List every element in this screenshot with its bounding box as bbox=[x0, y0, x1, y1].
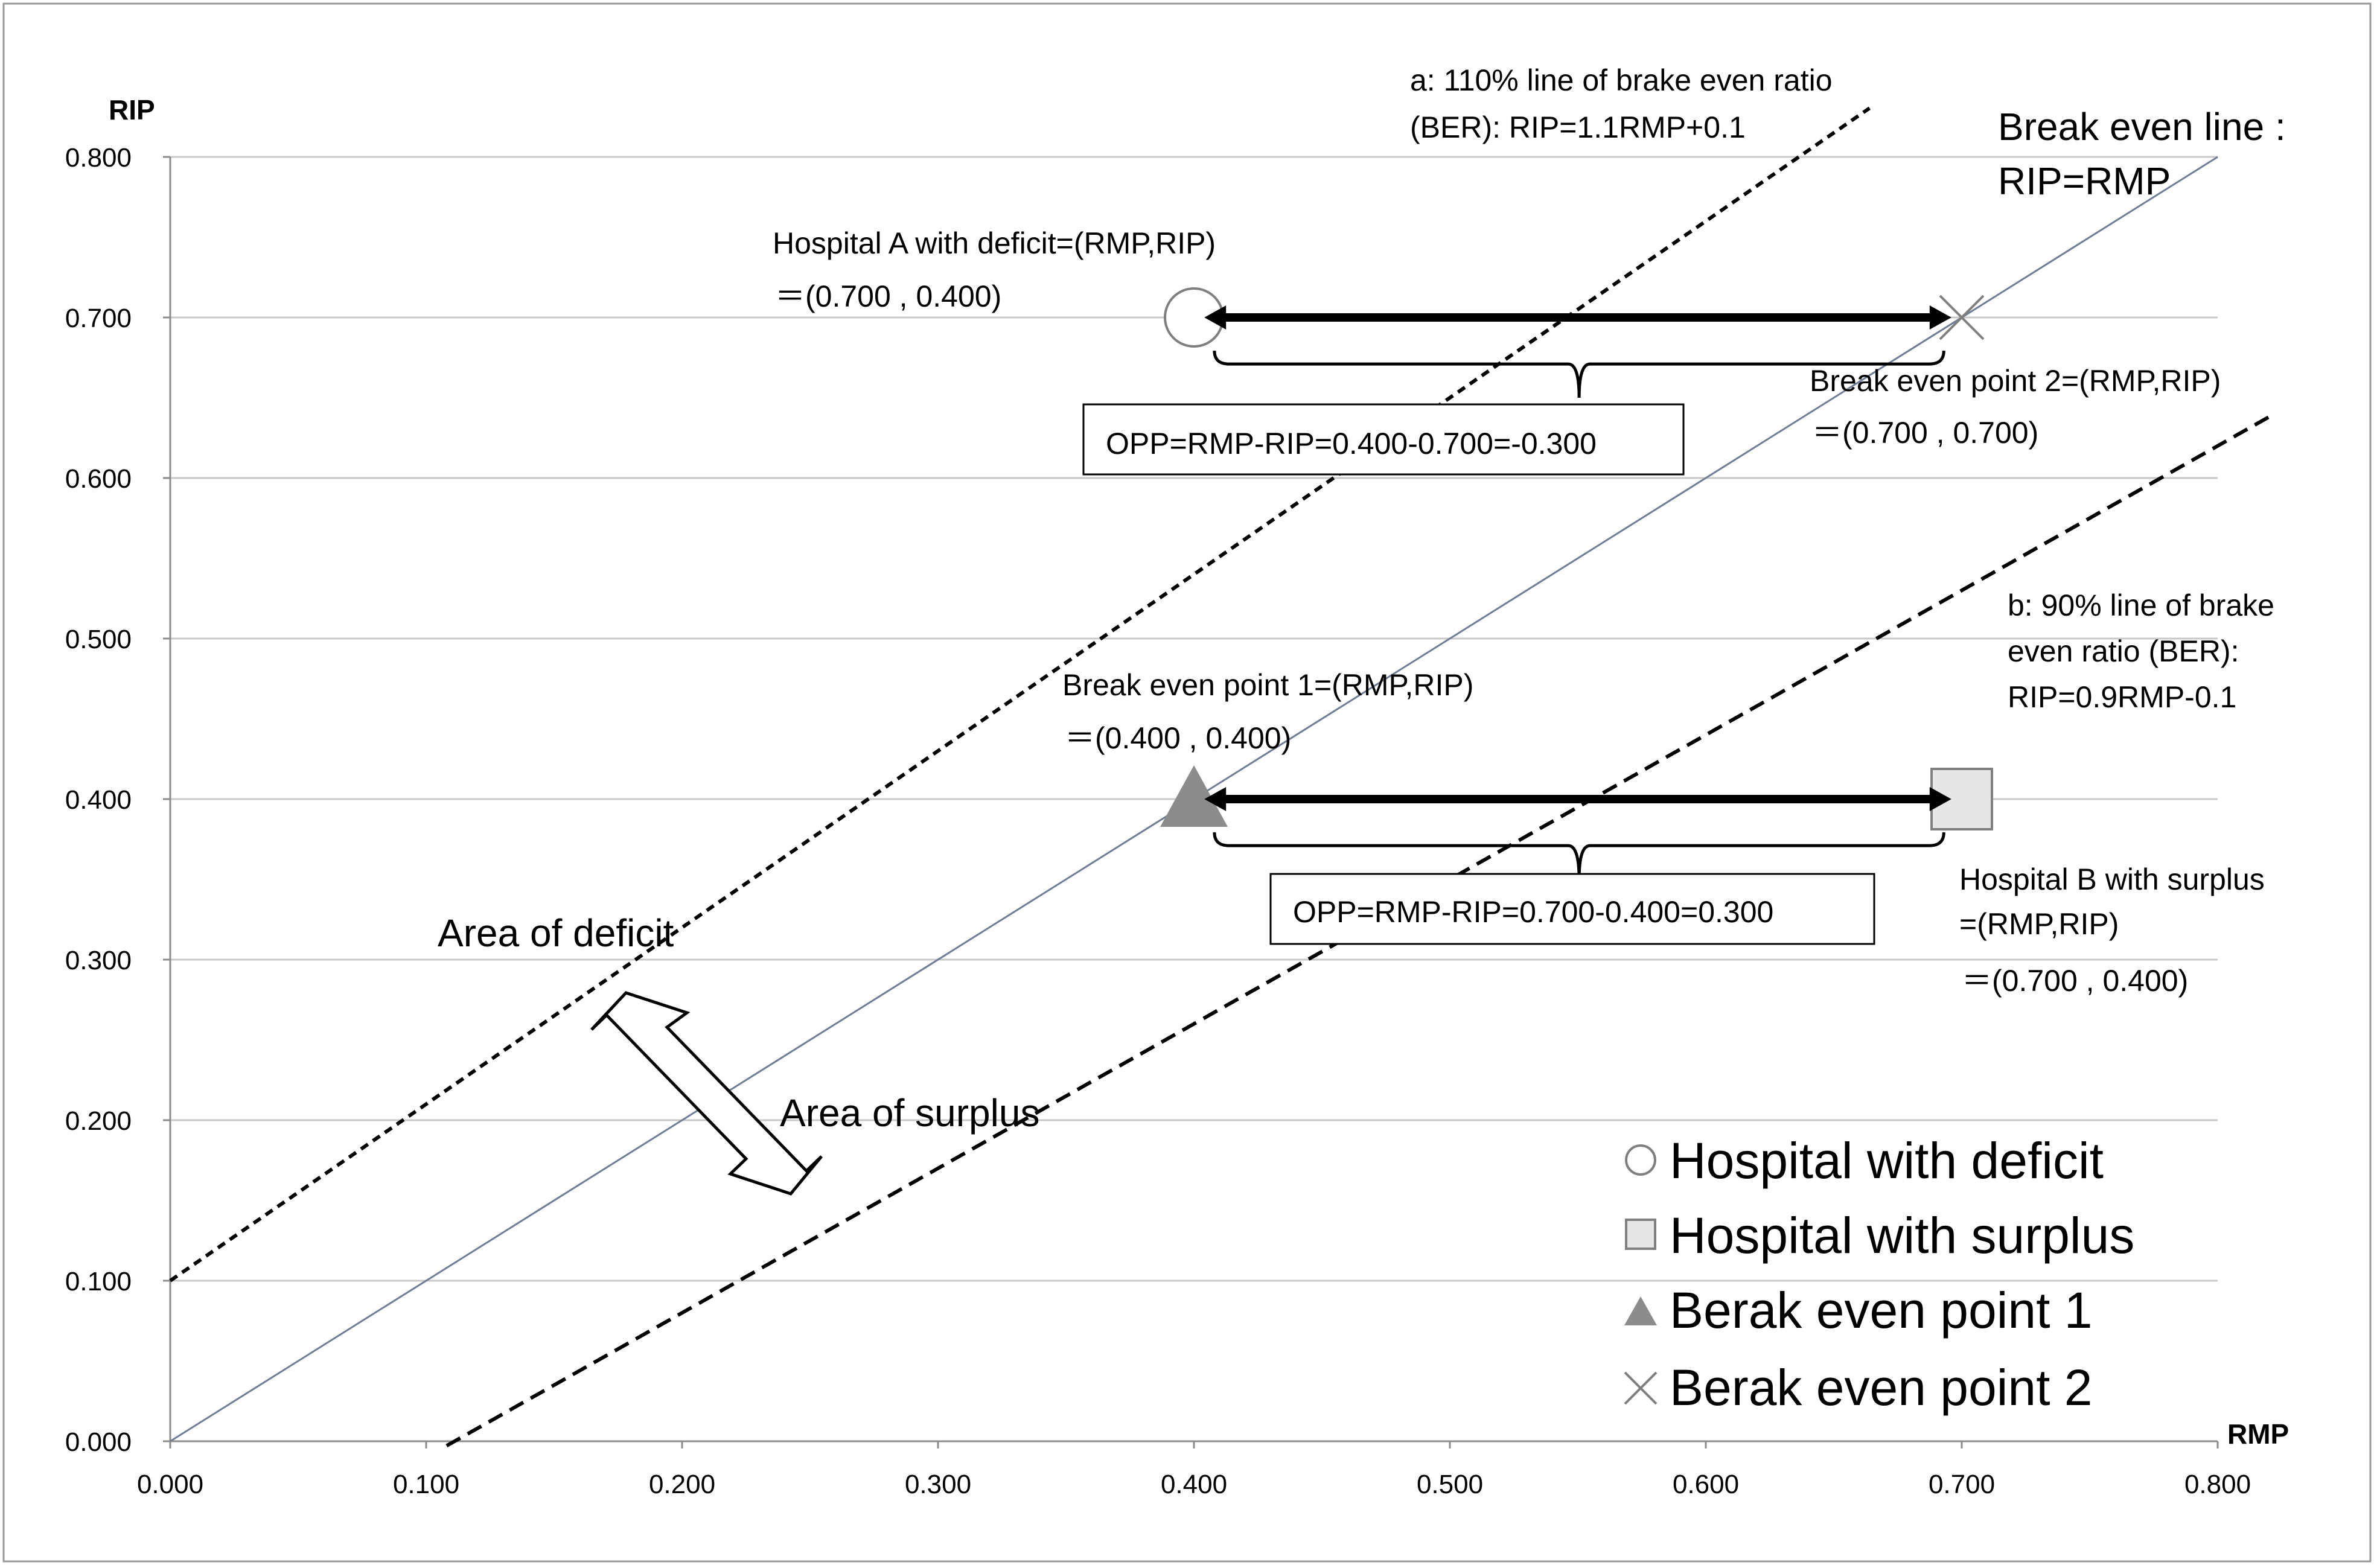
x-tick-label: 0.000 bbox=[137, 1470, 203, 1499]
x-axis-title: RMP bbox=[2227, 1418, 2289, 1450]
x-tick-label: 0.800 bbox=[2184, 1470, 2251, 1499]
cross-stroke bbox=[1939, 295, 1985, 340]
x-tick-label: 0.100 bbox=[393, 1470, 459, 1499]
area-of-deficit-label: Area of deficit bbox=[438, 911, 674, 955]
line-a-110-percent bbox=[169, 106, 1871, 1283]
break-even-point-2-cross-marker bbox=[1939, 295, 1985, 340]
opp-b-double-arrow bbox=[1204, 787, 1951, 811]
legend-triangle-icon bbox=[1624, 1296, 1657, 1325]
hospital-b-label-2: =(RMP,RIP) bbox=[1959, 907, 2119, 941]
line-b-label-1: b: 90% line of brake bbox=[2008, 588, 2274, 622]
legend-square-icon bbox=[1625, 1219, 1656, 1250]
line-a-label-2: (BER): RIP=1.1RMP+0.1 bbox=[1410, 110, 1746, 144]
hospital-b-label-3: ＝(0.700 , 0.400) bbox=[1962, 964, 2188, 998]
break-even-point-1-label-2: ＝(0.400 , 0.400) bbox=[1065, 721, 1291, 755]
break-even-point-2-label-2: ＝(0.700 , 0.700) bbox=[1812, 416, 2038, 450]
x-tick-label: 0.700 bbox=[1929, 1470, 1995, 1499]
y-tick-label: 0.800 bbox=[65, 143, 132, 173]
x-tick-labels: 0.000 0.100 0.200 0.300 0.400 0.500 0.60… bbox=[137, 1470, 2251, 1499]
area-double-arrow bbox=[590, 991, 823, 1196]
legend-label: Hospital with deficit bbox=[1670, 1132, 2104, 1189]
break-even-point-2-label-1: Break even point 2=(RMP,RIP) bbox=[1810, 364, 2221, 398]
y-axis-title: RIP bbox=[109, 94, 155, 126]
legend-label: Berak even point 2 bbox=[1670, 1359, 2092, 1416]
hospital-b-label-1: Hospital B with surplus bbox=[1959, 862, 2265, 896]
break-even-line-label-1: Break even line : bbox=[1998, 105, 2286, 148]
opp-b-box bbox=[1269, 873, 1875, 945]
x-tick-label: 0.400 bbox=[1161, 1470, 1227, 1499]
y-tick-label: 0.100 bbox=[65, 1267, 132, 1296]
opp-b-label: OPP=RMP-RIP=0.700-0.400=0.300 bbox=[1293, 895, 1773, 929]
arrow-head-left bbox=[1204, 305, 1227, 330]
hospital-a-label-2: ＝(0.700 , 0.400) bbox=[775, 279, 1001, 313]
opp-a-brace bbox=[1213, 351, 1945, 398]
legend-label: Hospital with surplus bbox=[1670, 1207, 2134, 1264]
y-tick-label: 0.300 bbox=[65, 946, 132, 975]
line-b-label-2: even ratio (BER): bbox=[2008, 634, 2239, 668]
y-tick-label: 0.400 bbox=[65, 785, 132, 815]
line-b-label-3: RIP=0.9RMP-0.1 bbox=[2008, 680, 2236, 714]
line-a-label-1: a: 110% line of brake even ratio bbox=[1410, 63, 1833, 97]
opp-a-box bbox=[1082, 403, 1685, 476]
y-tick-label: 0.600 bbox=[65, 464, 132, 494]
y-tick-labels: 0.000 0.100 0.200 0.300 0.400 0.500 0.60… bbox=[65, 143, 132, 1457]
y-tick-label: 0.700 bbox=[65, 304, 132, 333]
x-tick-label: 0.500 bbox=[1417, 1470, 1483, 1499]
legend-label: Berak even point 1 bbox=[1670, 1282, 2092, 1339]
y-tick-label: 0.200 bbox=[65, 1106, 132, 1136]
break-even-point-1-triangle-marker bbox=[1160, 765, 1228, 827]
x-tick-label: 0.300 bbox=[905, 1470, 971, 1499]
x-tick-label: 0.600 bbox=[1673, 1470, 1739, 1499]
y-tick-label: 0.500 bbox=[65, 625, 132, 654]
opp-a-label: OPP=RMP-RIP=0.400-0.700=-0.300 bbox=[1106, 427, 1597, 461]
arrow-head-left bbox=[1204, 787, 1227, 811]
hospital-a-label-1: Hospital A with deficit=(RMP,RIP) bbox=[773, 226, 1216, 260]
arrow-head-right bbox=[1929, 305, 1951, 330]
arrow-head-right bbox=[1929, 787, 1951, 811]
legend: Hospital with deficit Hospital with surp… bbox=[1624, 1132, 2134, 1416]
legend-circle-icon bbox=[1625, 1144, 1656, 1176]
break-even-point-1-label-1: Break even point 1=(RMP,RIP) bbox=[1062, 668, 1473, 702]
y-tick-label: 0.000 bbox=[65, 1427, 132, 1457]
x-tick-label: 0.200 bbox=[649, 1470, 715, 1499]
break-even-line-label-2: RIP=RMP bbox=[1998, 159, 2171, 203]
area-of-surplus-label: Area of surplus bbox=[780, 1091, 1039, 1135]
opp-a-double-arrow bbox=[1204, 305, 1951, 330]
legend-cross-icon bbox=[1624, 1371, 1658, 1405]
